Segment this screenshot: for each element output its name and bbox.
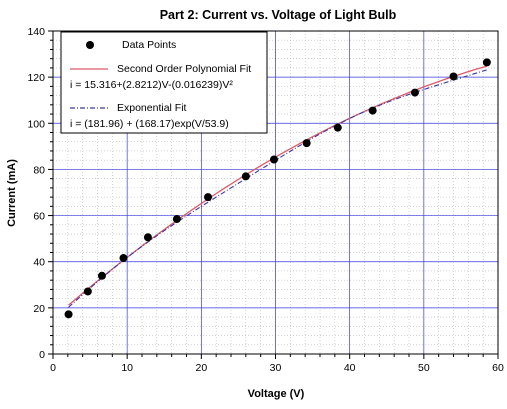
- data-point: [450, 72, 458, 80]
- x-tick-label: 40: [344, 362, 356, 374]
- data-point: [119, 254, 127, 262]
- y-tick-label: 0: [39, 349, 45, 361]
- data-point: [173, 215, 181, 223]
- x-tick-label: 10: [121, 362, 133, 374]
- y-tick-label: 140: [27, 26, 45, 38]
- data-point: [411, 89, 419, 97]
- y-tick-label: 100: [27, 118, 45, 130]
- y-tick-label: 20: [33, 303, 45, 315]
- legend-equation-polynomial: i = 15.316+(2.8212)V-(0.016239)V²: [70, 79, 233, 91]
- legend-label-polynomial: Second Order Polynomial Fit: [117, 63, 251, 75]
- legend: Data Points Second Order Polynomial Fit …: [61, 32, 267, 133]
- data-point: [369, 107, 377, 115]
- data-point: [242, 172, 250, 180]
- y-tick-label: 120: [27, 72, 45, 84]
- y-axis-label: Current (mA): [6, 159, 18, 227]
- x-axis-label: Voltage (V): [248, 388, 305, 400]
- data-point: [303, 139, 311, 147]
- y-tick-label: 40: [33, 257, 45, 269]
- legend-marker-data-points: [86, 41, 94, 49]
- chart-title: Part 2: Current vs. Voltage of Light Bul…: [160, 8, 397, 22]
- legend-label-data-points: Data Points: [122, 39, 176, 51]
- x-tick-label: 0: [50, 362, 56, 374]
- data-point: [204, 193, 212, 201]
- x-tick-label: 50: [418, 362, 430, 374]
- data-point: [98, 272, 106, 280]
- data-point: [483, 58, 491, 66]
- data-point: [334, 124, 342, 132]
- x-tick-label: 30: [270, 362, 282, 374]
- y-tick-label: 60: [33, 211, 45, 223]
- legend-equation-exponential: i = (181.96) + (168.17)exp(V/53.9): [70, 118, 229, 130]
- x-tick-label: 60: [492, 362, 504, 374]
- x-tick-label: 20: [195, 362, 207, 374]
- y-tick-label: 80: [33, 164, 45, 176]
- data-point: [144, 233, 152, 241]
- data-point: [270, 156, 278, 164]
- legend-label-exponential: Exponential Fit: [117, 102, 187, 114]
- data-point: [65, 310, 73, 318]
- data-point: [84, 287, 92, 295]
